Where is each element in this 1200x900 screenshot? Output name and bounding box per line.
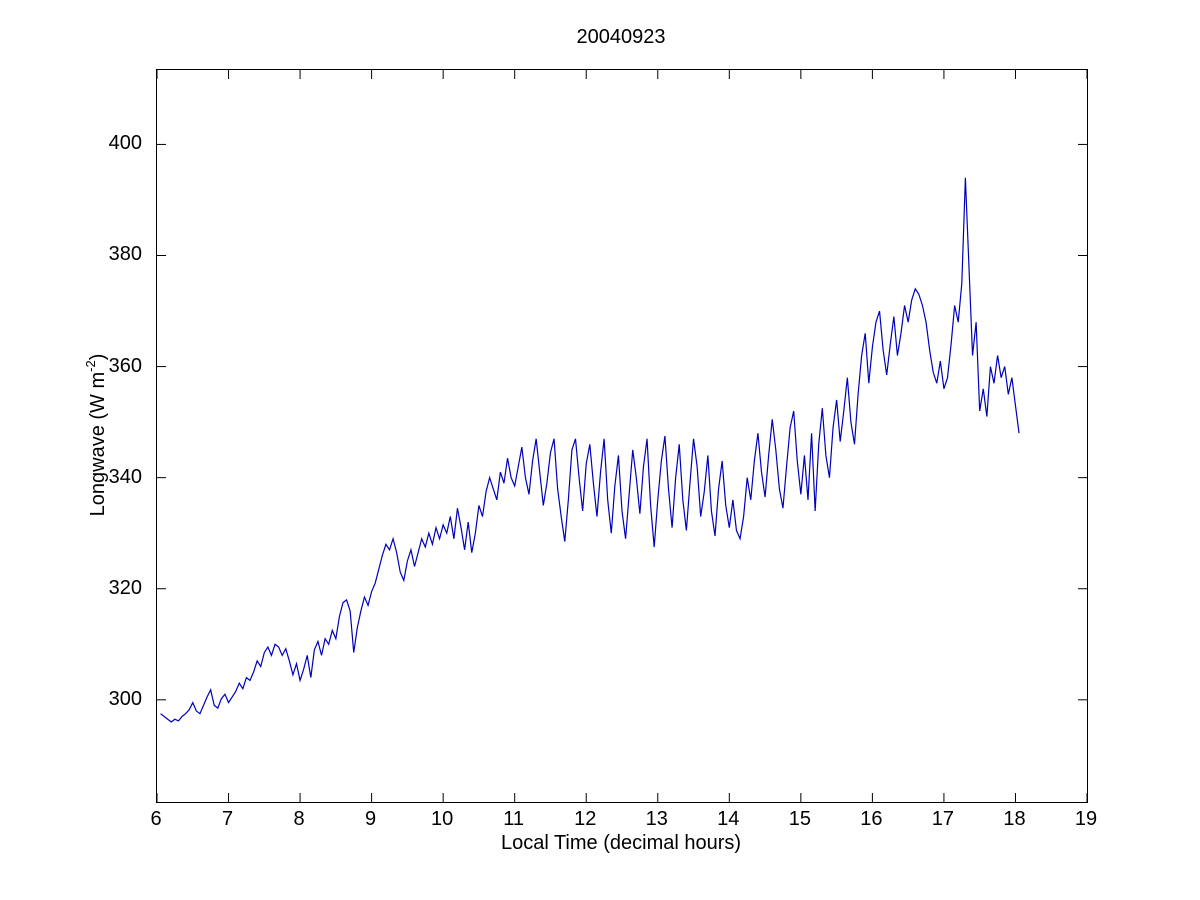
x-tick-label: 18	[1003, 808, 1026, 830]
y-tick-label: 340	[108, 465, 142, 488]
x-axis-label: Local Time (decimal hours)	[500, 832, 742, 854]
y-tick-label: 360	[108, 354, 142, 377]
y-tick-label: 320	[108, 576, 142, 599]
x-tick-label: 12	[574, 808, 597, 830]
y-tick-label: 400	[108, 132, 142, 155]
x-tick-label: 14	[717, 808, 740, 830]
y-tick-label: 380	[108, 243, 142, 266]
x-tick-label: 15	[788, 808, 811, 830]
x-tick-label: 7	[221, 808, 234, 830]
x-tick-label: 6	[150, 808, 162, 830]
x-tick-label: 19	[1074, 808, 1098, 830]
x-tick-label: 10	[431, 808, 454, 830]
x-tick-label: 9	[365, 808, 377, 830]
x-tick-label: 16	[860, 808, 883, 830]
plot-area	[156, 69, 1088, 803]
x-tick-label: 17	[931, 808, 955, 830]
x-tick-label: 8	[293, 808, 305, 830]
chart-title: 20040923	[576, 26, 666, 48]
y-tick-label: 300	[108, 687, 142, 710]
x-tick-label: 11	[503, 808, 525, 830]
plot-canvas	[157, 70, 1087, 802]
x-tick-label: 13	[645, 808, 668, 830]
y-axis-label-prefix: Longwave (W m	[86, 371, 109, 517]
data-line-longwave	[160, 177, 1020, 723]
y-axis-label: Longwave (W m-2)	[80, 354, 110, 517]
